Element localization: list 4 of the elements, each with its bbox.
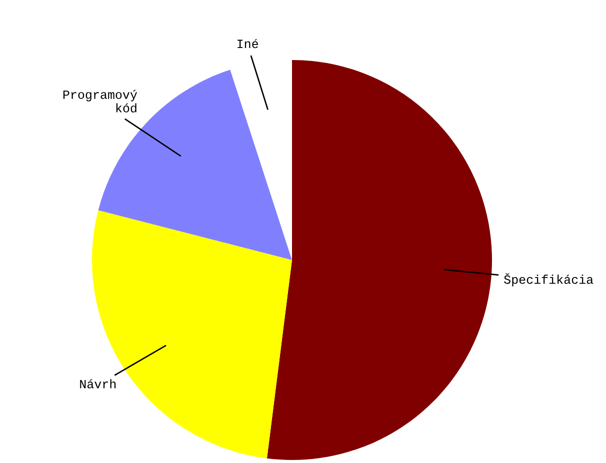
slice-label: Návrh (80, 379, 116, 388)
slice-label: Špecifikácia (504, 273, 594, 286)
slice-label: Iné (238, 39, 258, 48)
slice-label: Programový kód (63, 90, 138, 112)
